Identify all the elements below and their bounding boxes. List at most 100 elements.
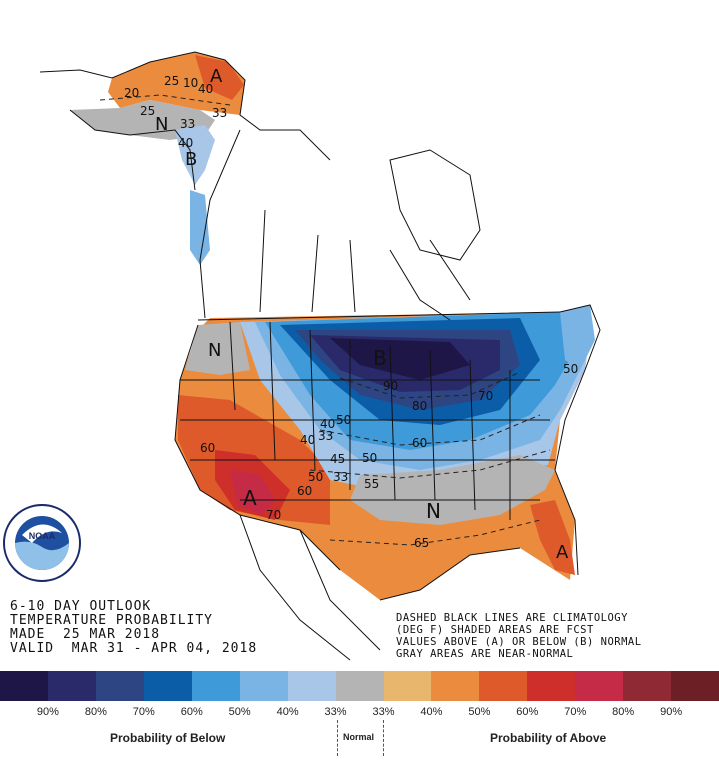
contour-label: 55 <box>364 477 379 491</box>
noaa-logo-text: NOAA <box>29 531 56 541</box>
contour-label: 80 <box>412 399 427 413</box>
legend-tick-label: 60% <box>516 706 539 718</box>
hudson-bay <box>389 149 481 261</box>
contour-label: 65 <box>414 536 429 550</box>
contour-label: 10 <box>183 76 198 90</box>
southwest-above-center <box>230 470 275 515</box>
legend-tick-label: 33% <box>372 706 395 718</box>
legend-swatch <box>527 671 576 701</box>
climatology-line-alaska <box>99 94 231 106</box>
legend-swatch <box>671 671 719 701</box>
contour-label: 50 <box>308 470 323 484</box>
contour-label: 40 <box>300 433 315 447</box>
title-line-2: TEMPERATURE PROBABILITY <box>10 613 214 628</box>
caption-normal: Normal <box>343 732 375 742</box>
title-block: 6-10 DAY OUTLOOK TEMPERATURE PROBABILITY… <box>10 600 257 656</box>
contour-label: 60 <box>200 441 215 455</box>
legend-swatch <box>287 671 336 701</box>
contour-label: 33 <box>180 117 195 131</box>
alaska-outline <box>39 51 331 191</box>
legend-tick-label: 60% <box>180 706 203 718</box>
climatology-line-60 <box>319 414 541 446</box>
contour-label: 50 <box>336 413 351 427</box>
legend-tick-label: 33% <box>324 706 347 718</box>
east-coast <box>379 304 601 601</box>
contour-label: 60 <box>297 484 312 498</box>
legend-tick-label: 40% <box>420 706 443 718</box>
legend-swatch <box>143 671 192 701</box>
contour-label: 33 <box>318 429 333 443</box>
label-below-alaska: B <box>185 149 197 170</box>
contour-label: 60 <box>412 436 427 450</box>
mexico-outline <box>239 514 381 661</box>
contour-label: 20 <box>124 86 139 100</box>
canada-provinces <box>259 209 471 321</box>
caption-probability-above: Probability of Above <box>490 731 607 745</box>
noaa-logo: NOAA <box>2 503 82 583</box>
climatology-line-65 <box>329 519 541 546</box>
florida-above <box>530 500 575 575</box>
climatology-line-80 <box>339 371 521 399</box>
climatology-line-55 <box>309 449 551 479</box>
label-above-florida: A <box>556 542 569 563</box>
legend-swatch <box>47 671 96 701</box>
legend-tick-label: 50% <box>228 706 251 718</box>
legend-swatch <box>191 671 240 701</box>
contour-label: 40 <box>198 82 213 96</box>
legend-tick-spacer <box>0 706 24 718</box>
label-normal-southeast: N <box>426 499 441 523</box>
contour-label: 70 <box>266 508 281 522</box>
title-line-4: VALID MAR 31 - APR 04, 2018 <box>10 641 258 656</box>
label-normal-northwest: N <box>208 340 221 361</box>
contour-label: 50 <box>563 362 578 376</box>
legend-tick-label: 80% <box>612 706 635 718</box>
legend-color-bar <box>0 671 719 701</box>
legend-swatch <box>335 671 384 701</box>
contour-label: 33 <box>333 470 348 484</box>
southeast-normal <box>350 455 555 525</box>
contour-label: 50 <box>362 451 377 465</box>
legend-swatch <box>383 671 432 701</box>
legend-tick-label: 80% <box>84 706 107 718</box>
label-above-southwest: A <box>243 486 257 510</box>
legend-tick-spacer <box>695 706 719 718</box>
contour-label: 25 <box>140 104 155 118</box>
legend-tick-label: 70% <box>564 706 587 718</box>
contour-label: 40 <box>320 417 335 431</box>
contour-label: 40 <box>178 136 193 150</box>
northeast-light <box>560 305 595 370</box>
normal-divider-right <box>383 720 384 756</box>
legend-swatch <box>479 671 528 701</box>
plains-below-90 <box>330 338 470 380</box>
legend-swatch <box>623 671 672 701</box>
legend-swatch <box>95 671 144 701</box>
note-line-2: (DEG F) SHADED AREAS ARE FCST <box>396 624 594 636</box>
note-line-1: DASHED BLACK LINES ARE CLIMATOLOGY <box>396 612 628 624</box>
legend-swatch <box>0 671 48 701</box>
legend-swatch <box>575 671 624 701</box>
northwest-normal <box>185 322 250 375</box>
label-below-conus: B <box>373 346 387 370</box>
contour-label: 90 <box>383 379 398 393</box>
alaska-above-strong <box>195 55 244 100</box>
alaska-below-area <box>175 125 215 185</box>
legend-swatch <box>239 671 288 701</box>
legend-tick-label: 50% <box>468 706 491 718</box>
legend-tick-label: 70% <box>132 706 155 718</box>
label-normal-alaska: N <box>155 114 168 135</box>
legend-tick-label: 90% <box>36 706 59 718</box>
caption-probability-below: Probability of Below <box>110 731 226 745</box>
contour-label: 25 <box>164 74 179 88</box>
state-lines <box>180 321 555 520</box>
legend-tick-label: 40% <box>276 706 299 718</box>
note-line-3: VALUES ABOVE (A) OR BELOW (B) NORMAL <box>396 636 642 648</box>
contour-label: 33 <box>212 106 227 120</box>
notes-block: DASHED BLACK LINES ARE CLIMATOLOGY (DEG … <box>396 612 642 660</box>
legend-tick-label: 90% <box>660 706 683 718</box>
canada-border <box>197 129 561 321</box>
title-line-3: MADE 25 MAR 2018 <box>10 627 161 642</box>
panhandle-below-area <box>190 190 210 265</box>
normal-divider-left <box>337 720 338 756</box>
title-line-1: 6-10 DAY OUTLOOK <box>10 599 152 614</box>
label-above-alaska: A <box>210 66 223 87</box>
